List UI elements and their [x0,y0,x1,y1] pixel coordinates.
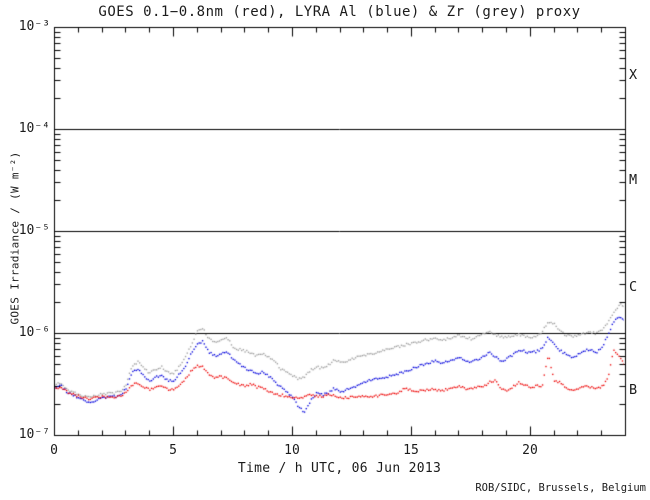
y-tick-1e-6: 10⁻⁶ [18,325,50,340]
flare-class-label-m: M [629,172,638,188]
y-tick-1e-7: 10⁻⁷ [18,427,50,442]
x-tick-20: 20 [522,443,538,458]
flare-class-label-b: B [629,382,638,398]
x-tick-15: 15 [403,443,419,458]
x-tick-0: 0 [50,443,58,458]
y-tick-1e-5: 10⁻⁵ [18,223,50,238]
y-axis-label: GOES Irradiance / (W m⁻²) [8,151,22,325]
x-tick-5: 5 [169,443,177,458]
x-tick-10: 10 [284,443,300,458]
y-tick-1e-3: 10⁻³ [18,19,50,34]
credit-text: ROB/SIDC, Brussels, Belgium [475,482,646,494]
y-tick-1e-4: 10⁻⁴ [18,121,50,136]
flare-class-label-x: X [629,67,638,83]
flare-class-label-c: C [629,279,638,295]
plot-title: GOES 0.1−0.8nm (red), LYRA Al (blue) & Z… [98,4,581,20]
x-axis-label: Time / h UTC, 06 Jun 2013 [237,461,442,476]
